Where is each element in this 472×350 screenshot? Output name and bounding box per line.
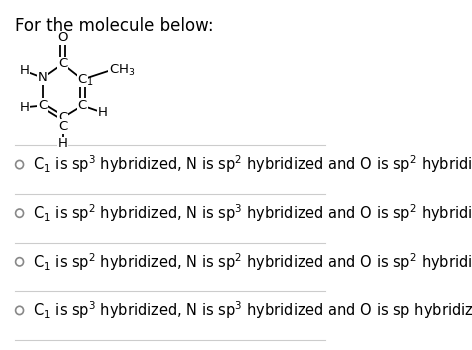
Text: H: H: [58, 137, 67, 150]
Text: C$_1$ is sp$^3$ hybridized, N is sp$^2$ hybridized and O is sp$^2$ hybridized.: C$_1$ is sp$^3$ hybridized, N is sp$^2$ …: [33, 154, 472, 175]
Text: C: C: [38, 99, 47, 112]
Text: C: C: [78, 99, 87, 112]
Text: H: H: [20, 64, 29, 77]
Text: C$_1$ is sp$^2$ hybridized, N is sp$^3$ hybridized and O is sp$^2$ hybridized.: C$_1$ is sp$^2$ hybridized, N is sp$^3$ …: [33, 202, 472, 224]
Text: C: C: [58, 120, 67, 133]
Text: H: H: [97, 106, 107, 119]
Text: C$_1$ is sp$^2$ hybridized, N is sp$^2$ hybridized and O is sp$^2$ hybridized.: C$_1$ is sp$^2$ hybridized, N is sp$^2$ …: [33, 251, 472, 273]
Text: C: C: [58, 57, 67, 70]
Text: O: O: [57, 32, 68, 44]
Text: C: C: [78, 73, 87, 86]
Text: CH$_3$: CH$_3$: [109, 63, 135, 78]
Text: N: N: [38, 71, 48, 84]
Text: C$_1$ is sp$^3$ hybridized, N is sp$^3$ hybridized and O is sp hybridized.: C$_1$ is sp$^3$ hybridized, N is sp$^3$ …: [33, 300, 472, 321]
Text: 1: 1: [86, 77, 93, 87]
Text: For the molecule below:: For the molecule below:: [15, 17, 213, 35]
Text: H: H: [20, 101, 29, 114]
Text: C: C: [58, 111, 67, 124]
